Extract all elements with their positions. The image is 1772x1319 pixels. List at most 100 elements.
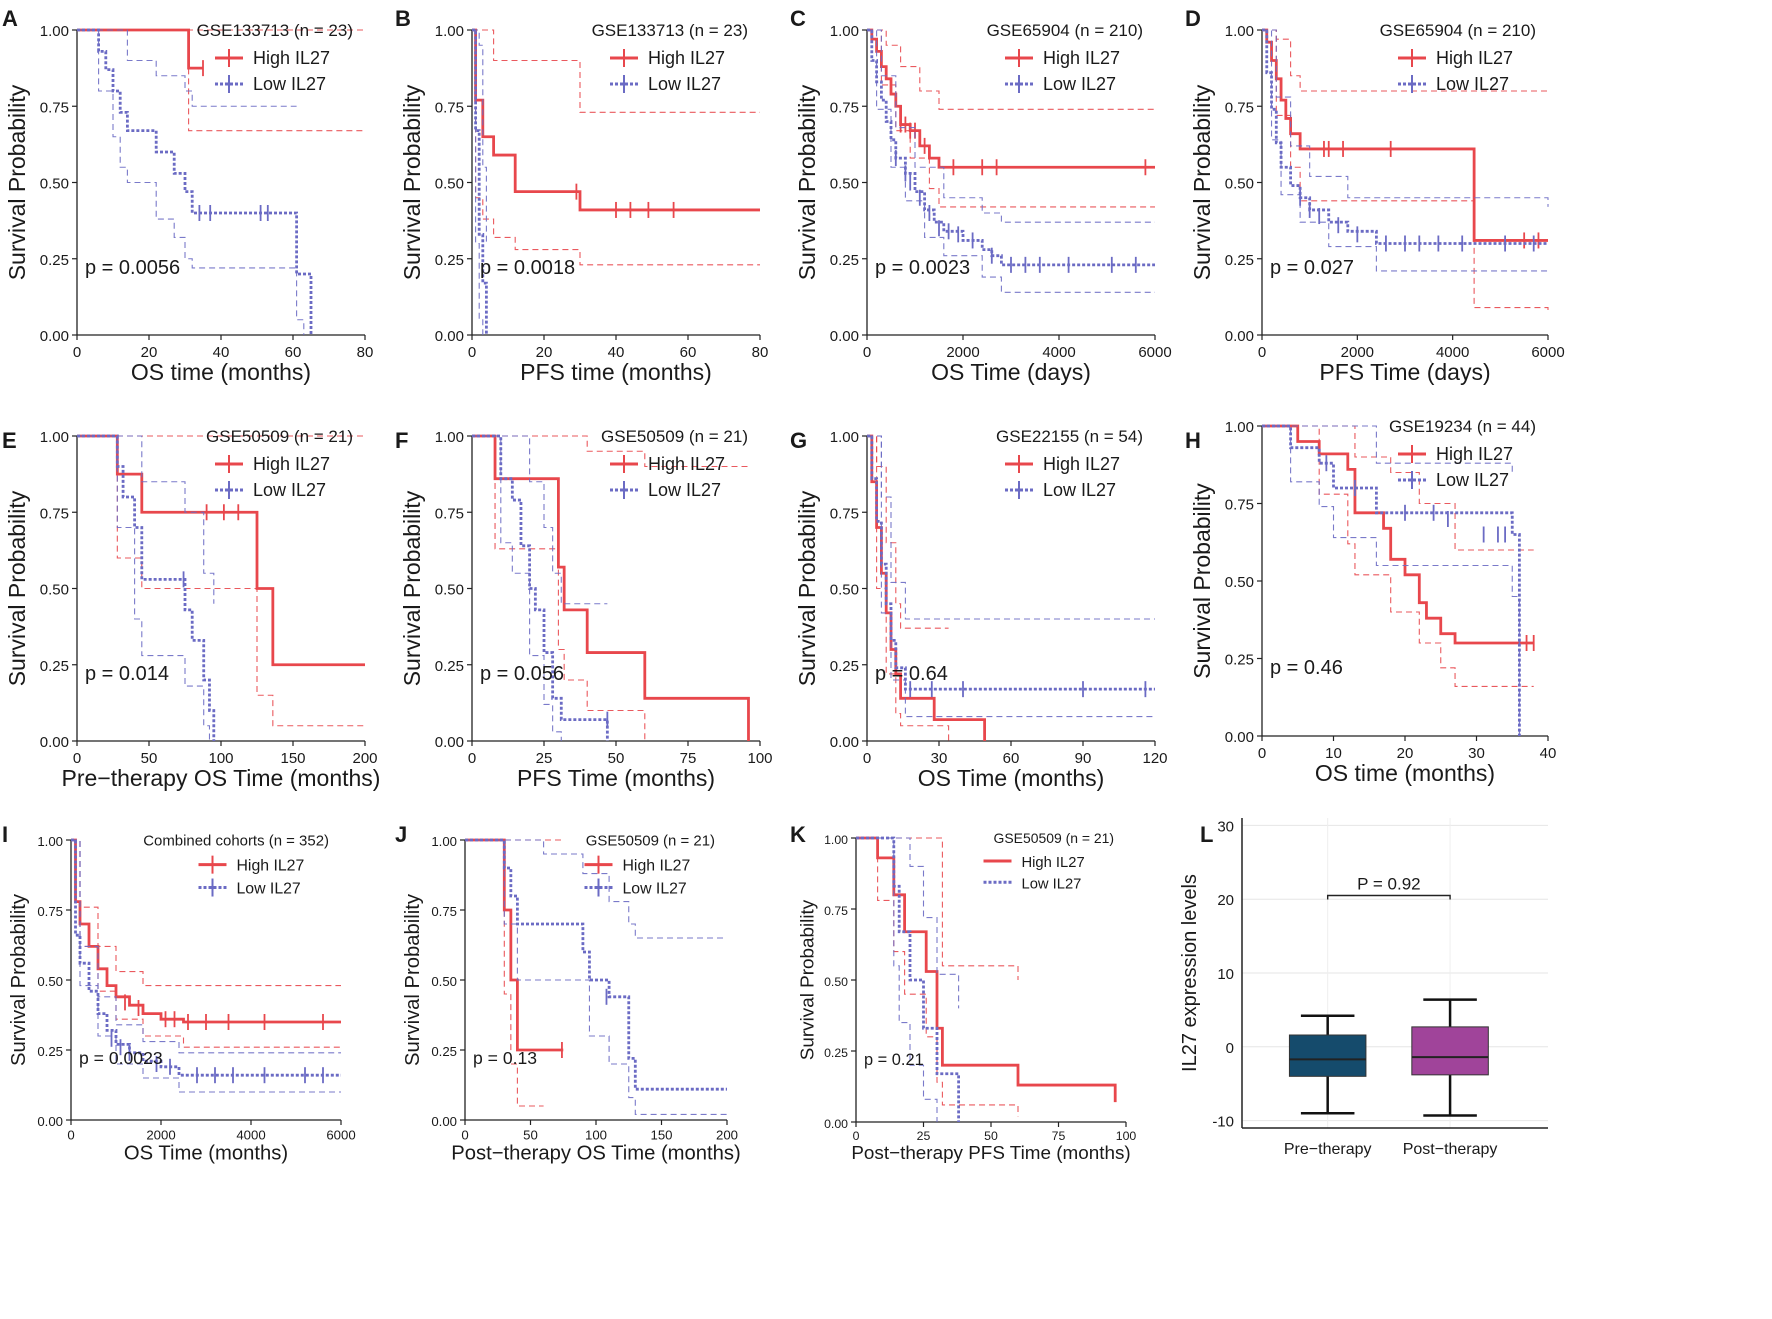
x-tick-label: 80 xyxy=(752,344,769,361)
x-tick-label: 150 xyxy=(650,1127,672,1142)
panel-letter: H xyxy=(1185,428,1201,453)
ci-lower-line xyxy=(856,837,1019,1117)
legend-high-label: High IL27 xyxy=(648,48,725,68)
y-tick-label: 1.00 xyxy=(830,429,859,446)
panel-letter: G xyxy=(790,428,807,453)
ci-lower-line xyxy=(1262,425,1534,687)
y-tick-label: 1.00 xyxy=(435,429,464,446)
x-tick-label: 200 xyxy=(352,750,377,767)
survival-curve xyxy=(77,434,216,741)
high-il27-series xyxy=(867,434,986,741)
panel-title: GSE50509 (n = 21) xyxy=(206,427,353,446)
panel-d: D 0.00 0.25 0.50 0.75 1.00 0 2000 4000 6000 PFS Ti… xyxy=(1185,6,1565,385)
y-tick-label: 0.00 xyxy=(435,734,464,751)
legend-low-label: Low IL27 xyxy=(1043,480,1116,500)
x-axis-label: OS Time (days) xyxy=(931,359,1091,385)
y-tick-label: 1.00 xyxy=(824,833,848,847)
y-tick-label: 0.50 xyxy=(1225,574,1254,591)
ci-upper-line xyxy=(856,837,1019,980)
survival-curve xyxy=(465,838,564,1052)
panel-title: GSE19234 (n = 44) xyxy=(1389,417,1536,436)
y-tick-label: 0.00 xyxy=(830,328,859,345)
p-value: p = 0.0023 xyxy=(79,1048,163,1068)
low-il27-series xyxy=(472,434,609,741)
ci-lower-line xyxy=(1262,425,1520,736)
y-tick-label: 30 xyxy=(1217,818,1234,835)
panel-b: B 0.00 0.25 0.50 0.75 1.00 0 20 40 60 80 PFS time (… xyxy=(395,6,768,385)
panel-c: C 0.00 0.25 0.50 0.75 1.00 0 2000 4000 6000 OS Tim… xyxy=(790,6,1172,385)
y-axis-label: Survival Probability xyxy=(399,84,425,280)
y-tick-label: 0.50 xyxy=(824,975,848,989)
low-il27-series xyxy=(77,28,313,335)
low-il27-series xyxy=(472,28,488,335)
high-il27-series xyxy=(1262,424,1535,687)
panel-title: GSE133713 (n = 23) xyxy=(592,21,748,40)
y-tick-label: 0.50 xyxy=(40,176,69,193)
x-tick-label: 100 xyxy=(208,750,233,767)
panel-letter: F xyxy=(395,428,408,453)
legend-high-label: High IL27 xyxy=(648,454,725,474)
x-axis-label: PFS Time (months) xyxy=(517,765,715,791)
x-tick-label: 0 xyxy=(468,344,476,361)
ci-lower-line xyxy=(472,435,562,741)
y-tick-label: 0.75 xyxy=(37,904,63,919)
y-tick-label: 0.00 xyxy=(40,328,69,345)
panel-letter: C xyxy=(790,6,806,31)
x-tick-label: 30 xyxy=(1468,745,1485,762)
y-tick-label: 0.25 xyxy=(830,252,859,269)
x-tick-label: 80 xyxy=(357,344,374,361)
y-tick-label: 0.25 xyxy=(37,1044,63,1059)
low-il27-series xyxy=(77,434,216,741)
x-tick-label: 4000 xyxy=(1042,344,1075,361)
x-tick-label: 40 xyxy=(608,344,625,361)
x-tick-label: 50 xyxy=(608,750,625,767)
x-tick-label: 50 xyxy=(523,1127,538,1142)
y-axis-label: Survival Probability xyxy=(399,490,425,686)
y-tick-label: 0.00 xyxy=(830,734,859,751)
p-value: p = 0.13 xyxy=(473,1048,537,1068)
ci-lower-line xyxy=(472,29,484,335)
legend-high-label: High IL27 xyxy=(1043,48,1120,68)
legend-high-label: High IL27 xyxy=(623,858,691,875)
panel-i: I 0.00 0.25 0.50 0.75 1.00 0 2000 4000 6000 OS Tim… xyxy=(2,822,356,1165)
y-tick-label: 1.00 xyxy=(830,23,859,40)
y-axis-label: Survival Probability xyxy=(402,893,424,1066)
ci-lower-line xyxy=(465,839,727,1115)
high-il27-series xyxy=(856,836,1117,1117)
survival-curve xyxy=(77,434,365,667)
x-tick-label: 100 xyxy=(1116,1129,1137,1143)
legend-high-label: High IL27 xyxy=(1436,48,1513,68)
p-value: p = 0.027 xyxy=(1270,257,1354,279)
panel-letter: K xyxy=(790,822,806,847)
panel-e: E 0.00 0.25 0.50 0.75 1.00 0 50 100 150 200Pre−the… xyxy=(2,427,380,791)
survival-curve xyxy=(465,838,727,1091)
panel-letter: A xyxy=(2,6,18,31)
high-il27-series xyxy=(472,434,750,741)
y-tick-label: 0.00 xyxy=(824,1117,848,1131)
panel-letter: D xyxy=(1185,6,1201,31)
y-axis-label: Survival Probability xyxy=(8,893,30,1066)
low-il27-series xyxy=(465,838,727,1115)
y-axis-label: IL27 expression levels xyxy=(1179,874,1201,1072)
ci-upper-line xyxy=(867,29,1155,110)
y-tick-label: 0.75 xyxy=(435,505,464,522)
y-tick-label: 0.25 xyxy=(435,252,464,269)
y-axis-label: Survival Probability xyxy=(1189,483,1215,679)
legend-low-label: Low IL27 xyxy=(253,480,326,500)
x-tick-label: 25 xyxy=(917,1129,931,1143)
x-tick-label: 0 xyxy=(73,344,81,361)
y-tick-label: 0.75 xyxy=(824,904,848,918)
y-tick-label: 0.25 xyxy=(431,1044,457,1059)
survival-curve xyxy=(856,836,1117,1103)
survival-curve xyxy=(472,434,750,741)
survival-curve xyxy=(1262,424,1521,736)
legend-high-label: High IL27 xyxy=(1043,454,1120,474)
x-tick-label: 20 xyxy=(141,344,158,361)
panel-letter: J xyxy=(395,822,407,847)
ci-lower-line xyxy=(856,837,938,1122)
ci-lower-line xyxy=(867,29,1155,293)
x-tick-label: 0 xyxy=(461,1127,468,1142)
ci-lower-line xyxy=(1262,29,1548,272)
y-axis-label: Survival Probability xyxy=(4,490,30,686)
